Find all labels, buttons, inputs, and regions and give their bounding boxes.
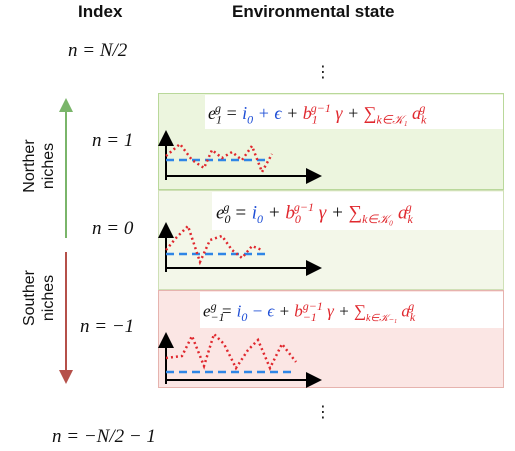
mini-plot-n0 [158, 222, 322, 276]
environmental-state-header: Environmental state [232, 2, 395, 21]
equation-bg-n1 [205, 95, 503, 129]
south-arrow [59, 252, 73, 384]
index-label-nm1: n = −1 [80, 316, 135, 337]
equation-bg-nm1 [200, 292, 503, 328]
mini-plot-n1 [158, 130, 322, 184]
mini-plot-nm1 [158, 331, 322, 388]
ellipsis-bottom: ⋮ [315, 402, 331, 421]
signal-nm1 [165, 331, 297, 371]
equation-n0: e0g = i0 + b0g−1 γ + ∑k∈𝒦₀ akg [216, 200, 413, 227]
north-arrow [59, 98, 73, 238]
equation-nm1: e−1g = i0 − ϵ + b−1g−1 γ + ∑k∈𝒦₋₁ akg [203, 299, 416, 325]
signal-n0 [165, 223, 263, 266]
index-label-bottom: n = −N/2 − 1 [52, 426, 156, 447]
index-header: Index [78, 2, 123, 21]
index-label-n1: n = 1 [92, 130, 134, 151]
index-label-top: n = N/2 [68, 40, 128, 61]
equation-bg-n0 [212, 192, 503, 230]
ellipsis-top: ⋮ [315, 62, 331, 81]
index-label-n0: n = 0 [92, 218, 134, 239]
equation-n1: e1g = i0 + ϵ + b1g−1 γ + ∑k∈𝒦₁ akg [208, 101, 427, 127]
signal-n1 [165, 142, 274, 175]
